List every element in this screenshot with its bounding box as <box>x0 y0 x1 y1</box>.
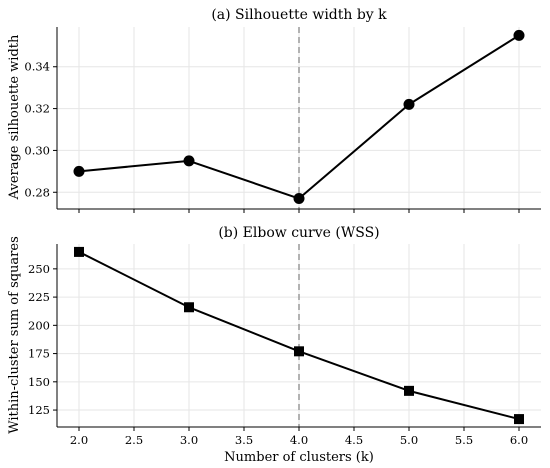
wss-x-tick-label-5: 4.5 <box>345 433 363 447</box>
wss-chart-title: (b) Elbow curve (WSS) <box>218 225 379 241</box>
wss-y-tick-label-5: 250 <box>28 262 50 276</box>
wss-y-tick-label-0: 125 <box>28 403 50 417</box>
wss-x-tick-label-3: 3.5 <box>235 433 253 447</box>
silhouette-point-0 <box>73 165 85 177</box>
silhouette-point-1 <box>183 155 195 167</box>
silhouette-y-tick-label-3: 0.34 <box>24 60 50 74</box>
wss-x-ticks: 2.0 2.5 3.0 3.5 4.0 4.5 5.0 5.5 6.0 <box>70 427 528 447</box>
wss-y-tick-label-2: 175 <box>28 347 50 361</box>
wss-y-ticks: 125 150 175 200 225 250 <box>28 262 57 417</box>
wss-x-tick-label-8: 6.0 <box>510 433 528 447</box>
wss-point-3 <box>404 385 414 396</box>
silhouette-x-ticks <box>78 209 520 213</box>
wss-x-tick-label-4: 4.0 <box>290 433 308 447</box>
wss-point-4 <box>514 414 524 425</box>
wss-point-0 <box>74 246 84 257</box>
wss-y-axis-label: Within-cluster sum of squares <box>7 236 22 434</box>
silhouette-y-tick-label-2: 0.32 <box>24 102 50 116</box>
silhouette-panel: (a) Silhouette width by k Average silhou… <box>7 7 541 213</box>
wss-x-tick-label-7: 5.5 <box>455 433 473 447</box>
wss-x-tick-label-0: 2.0 <box>70 433 88 447</box>
wss-y-tick-label-3: 200 <box>28 318 50 332</box>
silhouette-data-points <box>73 29 525 205</box>
wss-x-tick-label-6: 5.0 <box>400 433 418 447</box>
wss-y-tick-label-4: 225 <box>28 290 50 304</box>
wss-x-tick-label-2: 3.0 <box>180 433 198 447</box>
wss-x-tick-label-1: 2.5 <box>125 433 143 447</box>
silhouette-y-ticks: 0.28 0.30 0.32 0.34 <box>24 60 57 199</box>
wss-point-1 <box>184 302 194 313</box>
silhouette-point-4 <box>513 29 525 41</box>
wss-y-tick-label-1: 150 <box>28 375 50 389</box>
silhouette-y-tick-label-0: 0.28 <box>24 185 50 199</box>
wss-panel: (b) Elbow curve (WSS) Within-cluster sum… <box>7 225 541 465</box>
silhouette-y-tick-label-1: 0.30 <box>24 143 50 157</box>
silhouette-point-3 <box>403 98 415 110</box>
wss-x-axis-label: Number of clusters (k) <box>224 450 374 465</box>
silhouette-y-axis-label: Average silhouette width <box>7 34 22 200</box>
silhouette-point-2 <box>293 193 305 205</box>
wss-point-2 <box>294 346 304 357</box>
wss-data-points <box>74 246 524 425</box>
silhouette-chart-title: (a) Silhouette width by k <box>211 7 387 23</box>
